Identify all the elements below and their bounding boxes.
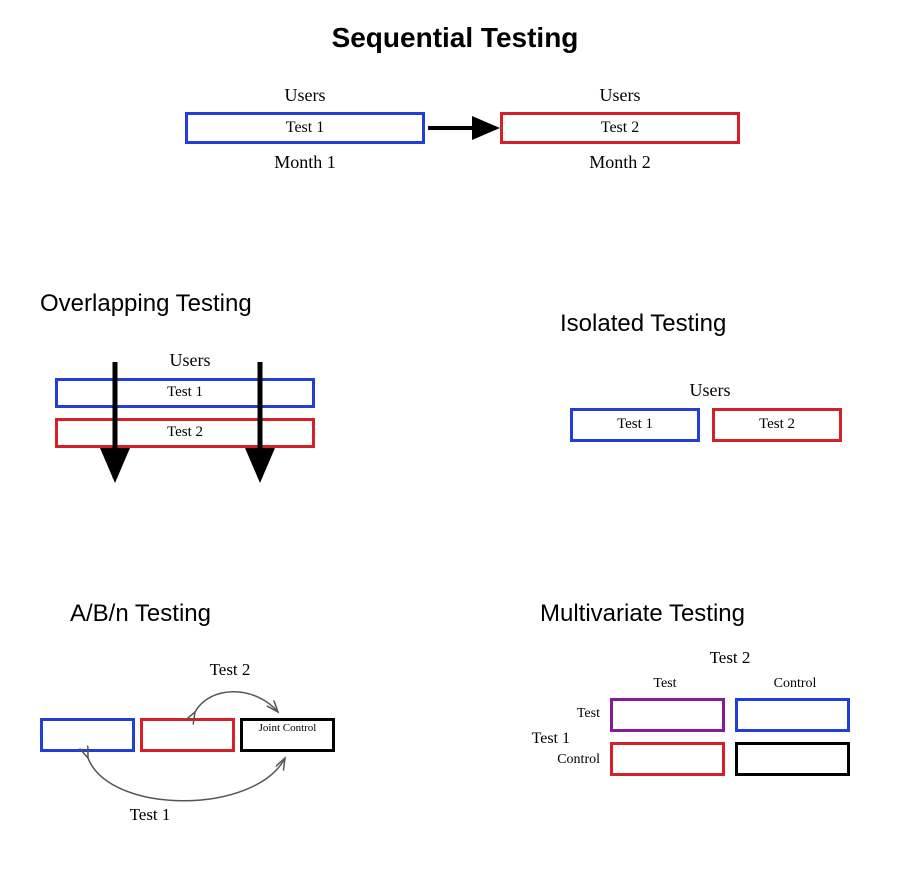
isolated-test1-label: Test 1	[573, 416, 697, 433]
abn-test2-label: Test 2	[130, 660, 330, 680]
multivariate-col-test: Test	[605, 676, 725, 692]
multivariate-box-test-control	[735, 698, 850, 732]
sequential-title: Sequential Testing	[0, 22, 910, 54]
sequential-test1-box: Test 1	[185, 112, 425, 144]
multivariate-test1-label: Test 1	[480, 730, 570, 748]
abn-test1-label: Test 1	[90, 805, 210, 825]
multivariate-box-control-test	[610, 742, 725, 776]
overlapping-test1-label: Test 1	[58, 384, 312, 401]
abn-red-box	[140, 718, 235, 752]
multivariate-box-test-test	[610, 698, 725, 732]
multivariate-test2-label: Test 2	[620, 648, 840, 668]
abn-blue-box	[40, 718, 135, 752]
sequential-test1-label: Test 1	[188, 119, 422, 137]
multivariate-row-control: Control	[520, 752, 600, 768]
overlapping-test1-box: Test 1	[55, 378, 315, 408]
overlapping-users: Users	[60, 350, 320, 371]
overlapping-test2-box: Test 2	[55, 418, 315, 448]
isolated-test1-box: Test 1	[570, 408, 700, 442]
isolated-test2-box: Test 2	[712, 408, 842, 442]
isolated-test2-label: Test 2	[715, 416, 839, 433]
abn-joint-control-label: Joint Control	[243, 722, 332, 734]
abn-black-box: Joint Control	[240, 718, 335, 752]
overlapping-test2-label: Test 2	[58, 424, 312, 441]
multivariate-box-control-control	[735, 742, 850, 776]
sequential-test2-box: Test 2	[500, 112, 740, 144]
abn-title: A/B/n Testing	[70, 600, 330, 628]
multivariate-col-control: Control	[735, 676, 855, 692]
sequential-test2-label: Test 2	[503, 119, 737, 137]
sequential-month1: Month 1	[185, 152, 425, 173]
overlapping-title: Overlapping Testing	[40, 290, 340, 318]
isolated-users: Users	[570, 380, 850, 401]
sequential-users-1: Users	[185, 85, 425, 106]
sequential-users-2: Users	[500, 85, 740, 106]
multivariate-title: Multivariate Testing	[540, 600, 860, 628]
isolated-title: Isolated Testing	[560, 310, 860, 338]
sequential-month2: Month 2	[500, 152, 740, 173]
multivariate-row-test: Test	[520, 706, 600, 722]
